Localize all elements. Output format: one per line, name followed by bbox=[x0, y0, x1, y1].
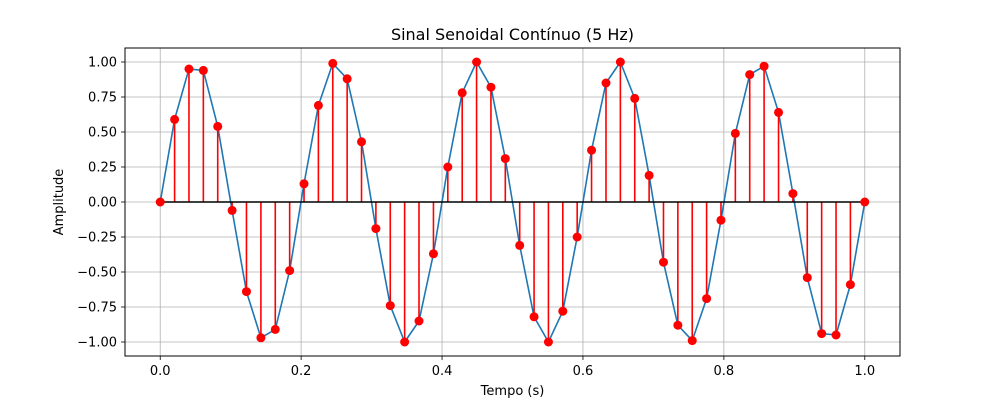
y-axis-label: Amplitude bbox=[52, 169, 67, 236]
y-tick-label: 0.50 bbox=[88, 126, 117, 141]
sample-point bbox=[788, 189, 798, 199]
sample-point bbox=[702, 294, 712, 304]
sample-point bbox=[472, 57, 482, 67]
y-tick-label: −0.50 bbox=[77, 266, 117, 281]
sample-point bbox=[543, 337, 553, 347]
sample-point bbox=[587, 145, 597, 155]
sample-point bbox=[198, 65, 208, 75]
ticks: 0.0 0.2 0.4 0.6 0.8 1.0 −1.00 −0.75 −0.50 −0.25 0.… bbox=[77, 56, 875, 380]
sample-point bbox=[630, 93, 640, 103]
sample-point bbox=[687, 336, 697, 346]
y-tick-label: −0.75 bbox=[77, 301, 117, 316]
sample-point bbox=[529, 312, 539, 322]
y-tick-label: −1.00 bbox=[77, 336, 117, 351]
sample-point bbox=[745, 70, 755, 80]
sample-point bbox=[385, 301, 395, 311]
sample-point bbox=[644, 170, 654, 180]
sample-point bbox=[170, 114, 180, 124]
sample-point bbox=[615, 57, 625, 67]
sample-point bbox=[730, 128, 740, 138]
sample-point bbox=[774, 107, 784, 117]
sample-point bbox=[759, 61, 769, 71]
sample-point bbox=[658, 257, 668, 267]
y-tick-label: −0.25 bbox=[77, 231, 117, 246]
sample-point bbox=[601, 78, 611, 88]
chart-title: Sinal Senoidal Contínuo (5 Hz) bbox=[391, 25, 634, 44]
sample-point bbox=[256, 333, 266, 343]
x-tick-label: 0.4 bbox=[432, 364, 453, 379]
sample-point bbox=[515, 240, 525, 250]
sample-point bbox=[500, 154, 510, 164]
y-tick-label: 0.00 bbox=[88, 196, 117, 211]
plot-marks bbox=[155, 57, 870, 347]
sample-point bbox=[673, 320, 683, 330]
x-tick-label: 0.8 bbox=[714, 364, 735, 379]
sample-point bbox=[572, 232, 582, 242]
sample-point bbox=[831, 330, 841, 340]
sample-point bbox=[270, 324, 280, 334]
sample-point bbox=[213, 121, 223, 131]
sample-point bbox=[486, 82, 496, 92]
x-tick-label: 0.6 bbox=[573, 364, 594, 379]
sample-point bbox=[313, 100, 323, 110]
sample-point bbox=[241, 287, 251, 297]
sample-point bbox=[328, 58, 338, 68]
sample-point bbox=[428, 249, 438, 259]
y-tick-label: 1.00 bbox=[88, 56, 117, 71]
sample-point bbox=[184, 64, 194, 74]
sample-point bbox=[558, 306, 568, 316]
x-tick-label: 0.2 bbox=[291, 364, 312, 379]
sample-point bbox=[227, 205, 237, 215]
sample-point bbox=[457, 88, 467, 98]
sample-point bbox=[845, 280, 855, 290]
sample-point bbox=[371, 224, 381, 234]
x-axis-label: Tempo (s) bbox=[480, 384, 545, 399]
sample-point bbox=[860, 197, 870, 207]
x-tick-label: 0.0 bbox=[150, 364, 171, 379]
sample-point bbox=[400, 337, 410, 347]
x-tick-label: 1.0 bbox=[854, 364, 875, 379]
sample-point bbox=[357, 137, 367, 147]
sample-point bbox=[285, 266, 295, 276]
sample-point bbox=[443, 162, 453, 172]
sample-point bbox=[716, 215, 726, 225]
sample-point bbox=[802, 273, 812, 283]
sample-point bbox=[299, 179, 309, 189]
y-tick-label: 0.25 bbox=[88, 161, 117, 176]
y-tick-label: 0.75 bbox=[88, 91, 117, 106]
sample-point bbox=[817, 329, 827, 339]
sample-point bbox=[342, 74, 352, 84]
sample-point bbox=[155, 197, 165, 207]
sample-point bbox=[414, 316, 424, 326]
